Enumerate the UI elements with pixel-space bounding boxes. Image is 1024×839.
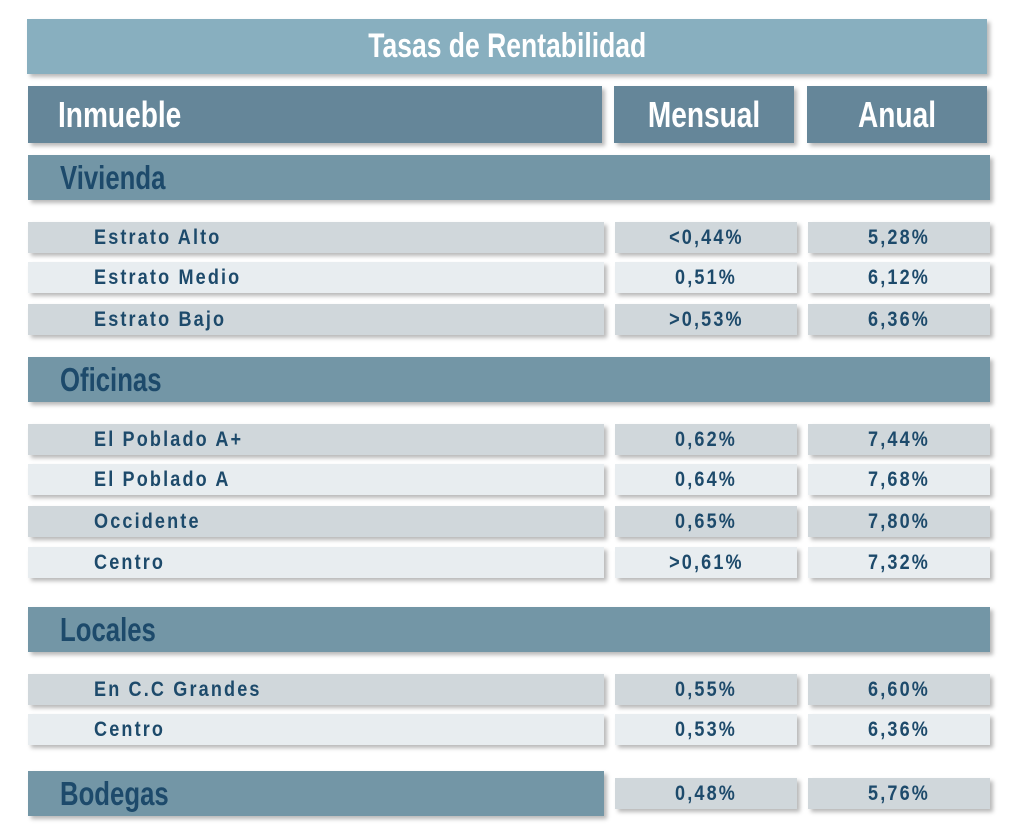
row-label: El Poblado A+ [94,427,244,451]
header-inmueble-text: Inmueble [58,93,182,135]
row-label: El Poblado A [94,467,231,491]
header-inmueble: Inmueble [28,86,602,143]
table-cell-anual: 7,80% [808,506,990,537]
table-cell-mensual: >0,53% [615,304,797,335]
anual-value: 6,36% [868,307,930,331]
row-label: Estrato Medio [94,265,242,289]
row-label: Estrato Alto [94,225,222,249]
mensual-value: 0,55% [675,677,737,701]
section-label: Bodegas [60,774,169,812]
table-cell-mensual: 0,65% [615,506,797,537]
table-cell-mensual: <0,44% [615,222,797,253]
mensual-value: 0,62% [675,427,737,451]
table-cell-mensual: >0,61% [615,547,797,578]
row-label: Centro [94,717,166,741]
section-oficinas: Oficinas [28,357,990,402]
table-cell-anual: 7,32% [808,547,990,578]
table-cell-mensual: 0,55% [615,674,797,705]
anual-value: 6,60% [868,677,930,701]
row-label: En C.C Grandes [94,677,262,701]
table-cell-mensual: 0,53% [615,714,797,745]
anual-value: 7,44% [868,427,930,451]
header-mensual-text: Mensual [647,93,761,135]
table-cell-anual: 5,76% [808,778,990,809]
table-cell-anual: 7,44% [808,424,990,455]
table-cell-anual: 6,36% [808,304,990,335]
section-bodegas: Bodegas [28,771,604,816]
mensual-value: >0,61% [668,550,744,574]
anual-value: 7,32% [868,550,930,574]
row-label: Estrato Bajo [94,307,227,331]
table-cell-mensual: 0,64% [615,464,797,495]
anual-value: 5,28% [868,225,930,249]
mensual-value: >0,53% [668,307,744,331]
table-row-label: En C.C Grandes [28,674,604,705]
mensual-value: 0,48% [675,781,737,805]
table-row-label: Centro [28,547,604,578]
table-cell-anual: 6,36% [808,714,990,745]
table-cell-mensual: 0,62% [615,424,797,455]
header-anual: Anual [807,86,987,143]
mensual-value: <0,44% [668,225,744,249]
table-cell-anual: 5,28% [808,222,990,253]
section-label: Locales [60,610,156,648]
anual-value: 5,76% [868,781,930,805]
table-cell-mensual: 0,51% [615,262,797,293]
table-cell-anual: 6,60% [808,674,990,705]
mensual-value: 0,51% [675,265,737,289]
table-row-label: Estrato Alto [28,222,604,253]
row-label: Centro [94,550,166,574]
section-locales: Locales [28,607,990,652]
header-mensual: Mensual [614,86,794,143]
table-row-label: El Poblado A+ [28,424,604,455]
section-label: Oficinas [60,360,162,398]
table-row-label: Centro [28,714,604,745]
table-row-label: El Poblado A [28,464,604,495]
anual-value: 6,36% [868,717,930,741]
table-cell-anual: 7,68% [808,464,990,495]
mensual-value: 0,64% [675,467,737,491]
table-title: Tasas de Rentabilidad [27,19,987,74]
anual-value: 7,80% [868,509,930,533]
table-cell-mensual: 0,48% [615,778,797,809]
table-row-label: Estrato Medio [28,262,604,293]
anual-value: 6,12% [868,265,930,289]
row-label: Occidente [94,509,201,533]
section-vivienda: Vivienda [28,155,990,200]
anual-value: 7,68% [868,467,930,491]
header-anual-text: Anual [857,93,936,135]
mensual-value: 0,53% [675,717,737,741]
table-cell-anual: 6,12% [808,262,990,293]
table-row-label: Occidente [28,506,604,537]
section-label: Vivienda [60,158,166,196]
title-text: Tasas de Rentabilidad [367,27,647,65]
mensual-value: 0,65% [675,509,737,533]
table-row-label: Estrato Bajo [28,304,604,335]
